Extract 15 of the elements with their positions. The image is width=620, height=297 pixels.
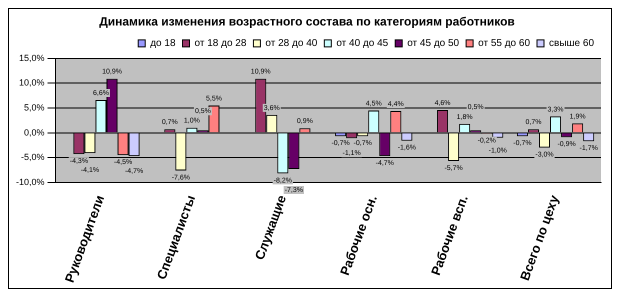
x-tick-label: Всего по цеху (516, 192, 562, 282)
legend-label: свыше 60 (549, 38, 594, 50)
y-tick-label: 5,0% (24, 102, 45, 112)
legend-label: от 55 до 60 (478, 38, 530, 50)
chart-title: Динамика изменения возрастного состава по категориям работников (99, 14, 515, 29)
legend-label: до 18 (150, 38, 176, 50)
y-tick-label: 10,0% (18, 78, 45, 88)
legend-label: от 40 до 45 (336, 38, 389, 50)
legend-label: от 45 до 50 (407, 38, 460, 50)
y-tick-label: 15,0% (18, 52, 45, 63)
y-tick-label: 0,0% (24, 127, 45, 138)
legend-label: от 28 до 40 (265, 38, 318, 50)
y-tick-label: -5,0% (21, 152, 45, 162)
y-tick-label: -10,0% (16, 176, 45, 187)
legend-label: от 18 до 28 (194, 38, 247, 50)
